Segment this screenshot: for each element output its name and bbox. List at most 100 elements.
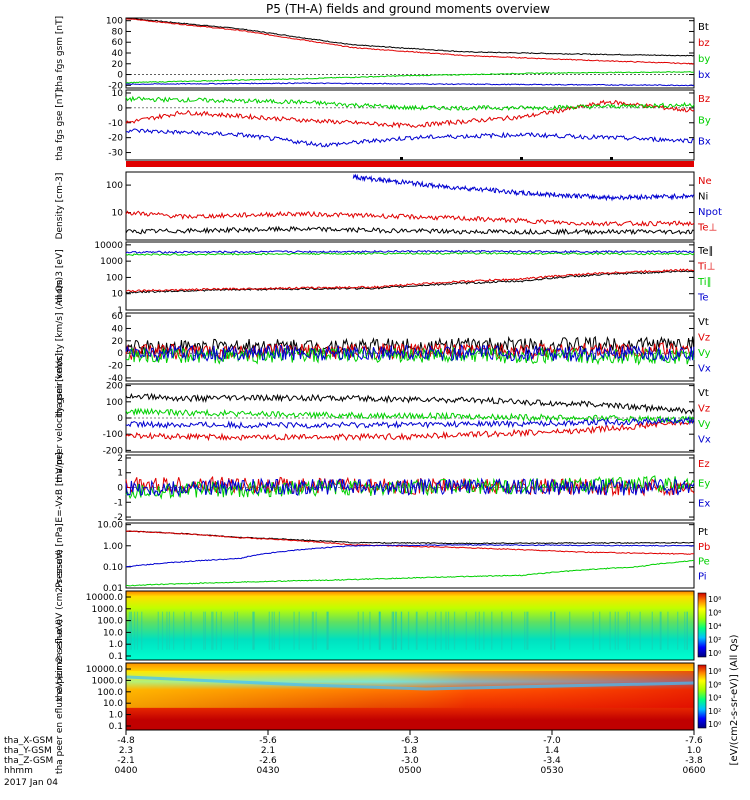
legend-fgs_gsm-2: by <box>698 54 710 65</box>
series-vel_all-0 <box>125 335 695 356</box>
spectrogram-streak <box>400 611 402 650</box>
legend-temperature-3: Te <box>697 293 709 304</box>
status-mark <box>610 157 613 160</box>
spectrogram-streak <box>395 611 397 650</box>
spectrogram-streak <box>626 611 628 650</box>
spectrogram-streak <box>379 611 381 650</box>
spectrogram-streak <box>173 611 175 650</box>
ytick-label: 60 <box>112 38 124 48</box>
ytick-label: 40 <box>112 49 124 59</box>
panel-temperature: mom 3 [eV] 10000 1000 100 10 1 Te∥ Ti⊥ Ti∥ Te <box>55 241 715 316</box>
spectrogram-streak <box>362 611 364 650</box>
spectrogram-streak <box>130 611 132 650</box>
spectrogram-streak <box>550 611 552 650</box>
footer-value: -2.6 <box>259 756 277 766</box>
series-density-1 <box>125 225 695 236</box>
ytick-label: 1000.0 <box>92 605 124 615</box>
ytick-label: -20 <box>108 362 123 372</box>
ytick-label: 0 <box>117 484 123 494</box>
footer-label: hhmm <box>4 766 33 776</box>
spectrogram-streak <box>378 611 381 650</box>
legend-vel_all-0: Vt <box>698 317 709 328</box>
footer-value: 0530 <box>541 766 564 776</box>
spectrogram-streak <box>271 611 273 650</box>
legend-pressure-1: Pb <box>698 542 710 553</box>
spectrogram-streak <box>475 611 477 650</box>
panel-fgs_gse: tha fgs gse [nT] 10 0 -10 -20 -30 Bz By Bx <box>55 89 711 161</box>
ytick-label: 10 <box>112 89 124 99</box>
spectrogram-streak <box>599 611 601 650</box>
spectrogram-streak <box>677 611 679 650</box>
ytick-label: 40 <box>112 324 124 334</box>
frame-fgs_gsm <box>125 17 695 89</box>
status-mark <box>520 157 523 160</box>
panel-ion_spec: tha peir en eflux eV (cm2-s-sr-eV) 10000.… <box>55 549 695 702</box>
footer-value: -7.6 <box>685 736 703 746</box>
spectrogram-streak <box>659 611 661 650</box>
series-vel_gsm-3 <box>125 416 695 430</box>
ylabel-fgs_gse: tha fgs gse [nT] <box>55 89 65 160</box>
spectrogram-streak <box>592 611 594 650</box>
spectrogram-streak <box>435 611 437 650</box>
spectrogram-streak <box>204 611 206 650</box>
legend-vel_gsm-1: Vz <box>698 404 710 415</box>
spectrogram-streak <box>639 611 641 650</box>
ylabel-temperature: mom 3 [eV] <box>55 249 65 302</box>
footer-value: -2.1 <box>117 756 135 766</box>
spectrogram-streak <box>445 611 447 650</box>
series-density-2 <box>352 173 695 202</box>
spectrogram-streak <box>524 611 526 650</box>
ytick-label: -10 <box>108 119 123 129</box>
ylabel-vel_all: tha peir velocity [km/s] (All Qs) <box>55 277 65 417</box>
spectrogram-streak <box>550 611 553 650</box>
ylabel-pressure: Pressure [nPa] <box>55 523 65 588</box>
ytick-label: 20 <box>112 337 124 347</box>
series-vel_gsm-2 <box>125 407 695 424</box>
footer-value: 0400 <box>115 766 138 776</box>
spectrogram-streak <box>133 611 136 650</box>
spectrogram-streak <box>684 611 686 650</box>
spectrogram-streak <box>273 611 275 650</box>
footer-value: -3.4 <box>543 756 561 766</box>
legend-fgs_gse-0: Bz <box>698 94 710 105</box>
panel-exb: E=-VxB [mV/m] 2 1 0 -1 -2 Ez Ey Ex <box>55 452 710 523</box>
ytick-label: -200 <box>103 446 124 456</box>
footer-date: 2017 Jan 04 <box>4 778 58 788</box>
colorbar-1 <box>697 664 707 729</box>
spectrogram-streak <box>440 611 442 650</box>
ytick-label: 0.1 <box>109 652 123 662</box>
spectrogram-streak <box>617 611 619 650</box>
spectrogram-band <box>125 675 695 691</box>
footer-value: -4.8 <box>117 736 135 746</box>
series-exb-2 <box>125 477 695 498</box>
ytick-label: -30 <box>108 149 123 159</box>
ytick-label: 0 <box>117 104 123 114</box>
spectrogram-streak <box>629 611 631 650</box>
ytick-label: 10000.0 <box>86 665 123 675</box>
spectrogram-streak <box>554 611 556 650</box>
footer-label: tha_Y-GSM <box>4 746 52 756</box>
footer-value: 0600 <box>683 766 706 776</box>
panel-density: Density [cm-3] 100 10 Ne Ni Npot Te⊥ <box>55 171 722 241</box>
legend-exb-2: Ex <box>698 498 710 509</box>
spectrogram-streak <box>609 611 611 650</box>
colorbar-tick: 10² <box>708 707 721 716</box>
footer-value: 0430 <box>257 766 280 776</box>
ytick-label: 2 <box>117 454 123 464</box>
spectrogram-streak <box>491 611 493 650</box>
legend-density-3: Te⊥ <box>697 223 717 234</box>
colorbar-tick: 10⁸ <box>708 667 721 676</box>
spectrogram-streak <box>391 611 393 650</box>
legend-vel_gsm-2: Vy <box>698 419 711 430</box>
status-mark <box>400 157 403 160</box>
spectrogram-streak <box>253 611 255 650</box>
legend-pressure-0: Pt <box>698 527 708 538</box>
ytick-label: 0.1 <box>109 722 123 732</box>
legend-fgs_gsm-0: Bt <box>698 22 709 33</box>
colorbar-tick: 10⁰ <box>708 720 721 729</box>
ylabel-ion_spec: tha peir en eflux eV (cm2-s-sr-eV) <box>55 549 65 701</box>
series-exb-1 <box>125 475 695 500</box>
ylabel-exb: E=-VxB [mV/m] <box>55 452 65 522</box>
plot-title: P5 (TH-A) fields and ground moments over… <box>266 2 550 16</box>
